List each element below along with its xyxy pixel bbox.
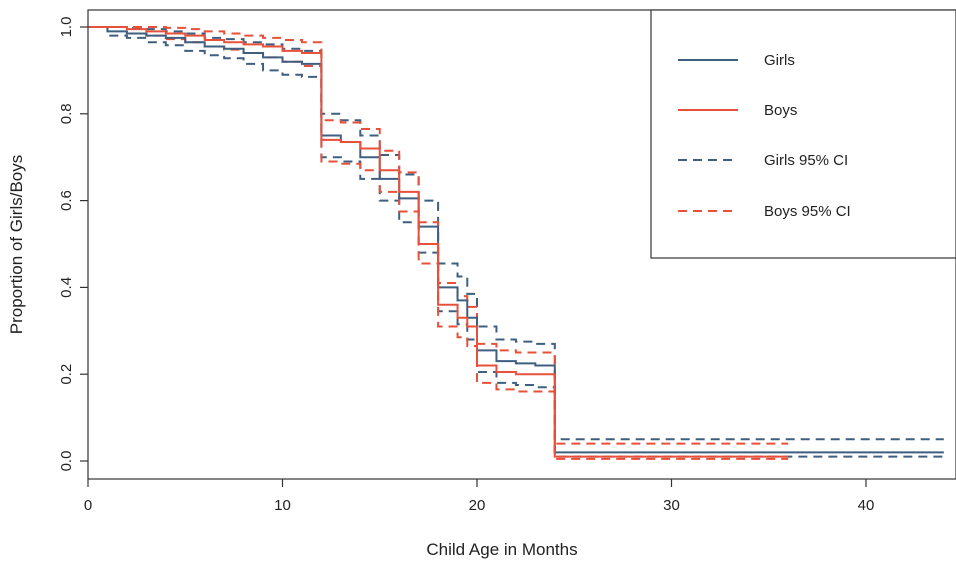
legend-label-girls-ci: Girls 95% CI xyxy=(764,152,848,169)
legend-label-boys: Boys xyxy=(764,102,797,119)
y-tick-label-1.0: 1.0 xyxy=(58,17,75,38)
x-tick-label-10: 10 xyxy=(274,497,291,514)
y-axis: 0.0 0.2 0.4 0.6 0.8 1.0 xyxy=(58,17,88,472)
girls-95-ci-line-3 xyxy=(88,26,944,458)
y-tick-label-0.8: 0.8 xyxy=(58,103,75,124)
series-layer xyxy=(88,26,944,460)
plot-frame xyxy=(87,9,956,480)
legend: Girls Boys Girls 95% CI Boys 95% CI xyxy=(650,9,956,259)
y-tick-label-0.2: 0.2 xyxy=(58,364,75,385)
legend-label-boys-ci: Boys 95% CI xyxy=(764,203,851,220)
x-tick-label-20: 20 xyxy=(469,497,486,514)
legend-item-girls-ci: Girls 95% CI xyxy=(678,152,848,169)
x-tick-label-30: 30 xyxy=(663,497,680,514)
boys-line-1 xyxy=(88,26,789,458)
y-tick-label-0.6: 0.6 xyxy=(58,190,75,211)
y-axis-title: Proportion of Girls/Boys xyxy=(7,155,26,335)
x-tick-label-40: 40 xyxy=(858,497,875,514)
x-tick-label-0: 0 xyxy=(84,497,92,514)
legend-label-girls: Girls xyxy=(764,52,795,69)
legend-item-girls: Girls xyxy=(678,52,795,69)
x-axis-title: Child Age in Months xyxy=(426,540,577,559)
y-tick-label-0.0: 0.0 xyxy=(58,451,75,472)
girls-line-0 xyxy=(88,26,944,454)
legend-box xyxy=(650,9,956,259)
x-axis: 0 10 20 30 40 xyxy=(84,479,875,514)
legend-item-boys: Boys xyxy=(678,102,797,119)
y-tick-label-0.4: 0.4 xyxy=(58,277,75,298)
legend-item-boys-ci: Boys 95% CI xyxy=(678,203,851,220)
